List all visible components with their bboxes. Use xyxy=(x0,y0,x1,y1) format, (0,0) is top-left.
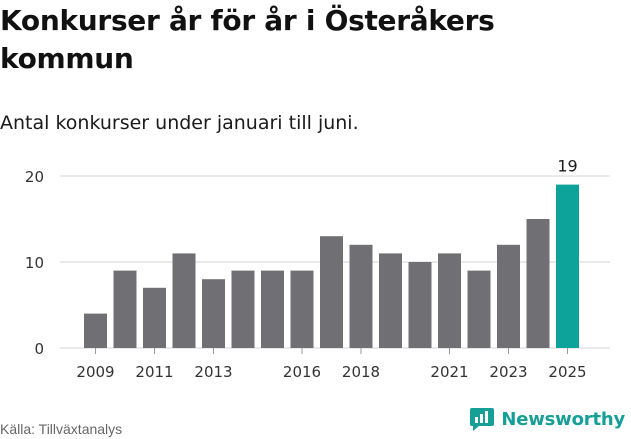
chart-title: Konkurser år för år i Österåkers kommun xyxy=(0,4,495,75)
brand-name: Newsworthy xyxy=(501,408,625,430)
bar-2024 xyxy=(526,219,550,348)
y-tick-label: 20 xyxy=(25,168,44,186)
bar-2022 xyxy=(467,270,491,348)
bar-2023 xyxy=(497,244,520,348)
x-tick-label-2018: 2018 xyxy=(342,363,380,381)
bar-2011 xyxy=(143,287,166,348)
bar-2018 xyxy=(349,244,373,348)
bar-2015 xyxy=(261,270,284,348)
bar-2025 xyxy=(556,184,579,348)
bar-2017 xyxy=(320,236,343,348)
data-label-2025: 19 xyxy=(557,157,577,176)
bar-2016 xyxy=(290,270,314,348)
bar-chart: 0 10 20 19 2009 2011 2013 2016 2018 2021 2023 2025 xyxy=(25,157,610,381)
x-tick-label-2025: 2025 xyxy=(548,363,586,381)
x-tick-label-2021: 2021 xyxy=(430,363,468,381)
x-tick-label-2016: 2016 xyxy=(283,363,321,381)
source-note: Källa: Tillväxtanalys xyxy=(0,421,123,437)
x-tick-label-2009: 2009 xyxy=(76,363,114,381)
newsworthy-icon xyxy=(470,408,495,431)
bar-2009 xyxy=(84,313,107,348)
bar-2012 xyxy=(172,253,196,348)
bar-2010 xyxy=(113,270,137,348)
x-tick-label-2011: 2011 xyxy=(135,363,173,381)
bar-2014 xyxy=(231,270,255,348)
bar-2019 xyxy=(379,253,402,348)
brand-logo: Newsworthy xyxy=(469,406,625,432)
bar-2013 xyxy=(202,279,225,348)
x-tick-label-2013: 2013 xyxy=(194,363,232,381)
y-tick-label: 0 xyxy=(34,340,44,358)
x-tick-label-2023: 2023 xyxy=(489,363,527,381)
chart-subtitle: Antal konkurser under januari till juni. xyxy=(0,112,359,134)
y-tick-label: 10 xyxy=(25,254,44,272)
bar-2020 xyxy=(408,262,432,348)
bar-2021 xyxy=(438,253,461,348)
